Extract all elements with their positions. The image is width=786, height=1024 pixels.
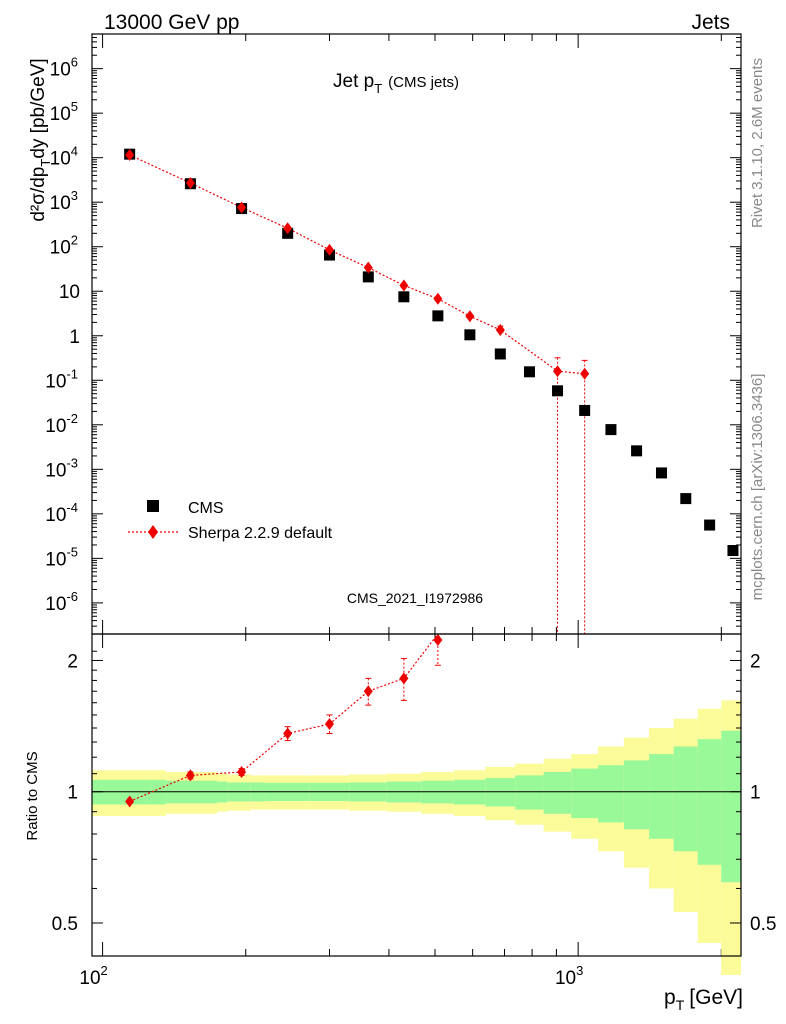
- mcplots-label: mcplots.cern.ch [arXiv:1306.3436]: [749, 374, 766, 601]
- cms-data-point: [362, 271, 374, 283]
- main-plot: 10610510410310210110-110-210-310-410-510…: [45, 33, 742, 989]
- ratio-band-inner: [697, 739, 722, 865]
- ratio-y-tick-label-left: 0.5: [52, 914, 78, 935]
- ratio-band-inner: [571, 768, 599, 819]
- cms-data-point: [398, 291, 410, 303]
- cms-data-point: [655, 467, 667, 479]
- ratio-y-axis-label: Ratio to CMS: [24, 751, 41, 840]
- ratio-plot: 2 2 1 1 0.5 0.5: [52, 633, 776, 975]
- legend: CMS Sherpa 2.2.9 default: [128, 500, 333, 542]
- ratio-mc-point: [324, 717, 334, 730]
- header-right-label: Jets: [691, 11, 730, 34]
- legend-marker-cms: [147, 500, 159, 512]
- cms-data-point: [727, 545, 739, 557]
- cms-data-point: [432, 310, 444, 322]
- ratio-band-inner: [649, 754, 674, 839]
- cms-data-point: [552, 385, 564, 397]
- y-tick-label: 106: [50, 55, 78, 81]
- mc-series-point: [399, 279, 409, 292]
- y-tick-label: 10-4: [45, 500, 78, 526]
- ratio-band-inner: [543, 771, 572, 814]
- main-plot-frame: [91, 33, 742, 635]
- ratio-plot-frame: [91, 633, 742, 957]
- x-tick-label: 103: [555, 963, 583, 989]
- ratio-mc-point: [237, 765, 247, 778]
- ratio-mc-point: [433, 634, 443, 646]
- plot-title: Jet pT (CMS jets): [333, 71, 459, 96]
- y-tick-label: 104: [50, 144, 78, 170]
- x-tick-label: 102: [79, 963, 107, 989]
- cms-data-point: [464, 329, 476, 341]
- rivet-version-label: Rivet 3.1.10, 2.6M events: [749, 58, 766, 228]
- y-tick-label: 10: [59, 282, 80, 303]
- ratio-y-tick-label-right: 2: [750, 651, 761, 672]
- x-axis-label: pT [GeV]: [664, 986, 743, 1013]
- ratio-mc-point: [399, 672, 409, 685]
- ratio-band-inner: [515, 775, 544, 810]
- ratio-band-inner: [721, 730, 741, 883]
- mc-series-point: [185, 176, 195, 189]
- mc-series-point: [553, 365, 563, 378]
- legend-marker-sherpa: [148, 525, 158, 539]
- mc-series-point: [237, 201, 247, 214]
- ratio-band-inner: [623, 760, 650, 830]
- mc-series-point: [495, 323, 505, 336]
- cms-data-point: [704, 519, 716, 531]
- y-axis-label: d²σ/dpTdy [pb/GeV]: [28, 58, 53, 221]
- ratio-band-inner: [673, 746, 698, 852]
- ratio-mc-point: [185, 769, 195, 782]
- y-tick-label: 10-6: [45, 589, 78, 615]
- mc-series-point: [324, 243, 334, 256]
- legend-label-cms: CMS: [188, 500, 224, 517]
- ratio-mc-point: [283, 727, 293, 740]
- y-tick-label: 102: [50, 233, 78, 259]
- cms-data-point: [494, 348, 506, 360]
- mc-series-point: [433, 292, 443, 305]
- y-tick-label: 105: [50, 99, 78, 125]
- header-left-label: 13000 GeV pp: [104, 11, 239, 34]
- analysis-watermark: CMS_2021_I1972986: [347, 590, 483, 606]
- mc-series-point: [125, 148, 135, 161]
- ratio-y-tick-label-left: 1: [67, 783, 78, 804]
- ratio-y-tick-label-right: 1: [750, 783, 761, 804]
- ratio-band-inner: [598, 765, 624, 823]
- ratio-y-tick-label-left: 2: [67, 651, 78, 672]
- ratio-mc-point: [125, 795, 135, 808]
- cms-data-point: [631, 445, 643, 457]
- y-tick-label: 1: [69, 327, 80, 348]
- mc-series-point: [465, 310, 475, 323]
- cms-data-point: [680, 493, 692, 505]
- cms-data-point: [523, 366, 535, 378]
- y-tick-label: 10-3: [45, 455, 78, 481]
- cms-data-point: [579, 404, 591, 416]
- mc-series-point: [363, 261, 373, 274]
- mc-series-point: [283, 222, 293, 235]
- y-tick-label: 10-1: [45, 366, 78, 392]
- cms-data-point: [605, 424, 617, 436]
- y-tick-label: 10-2: [45, 411, 78, 437]
- mc-series-line: [129, 154, 585, 375]
- ratio-band-inner: [485, 778, 516, 807]
- mc-series-point: [580, 367, 590, 380]
- y-tick-label: 10-5: [45, 544, 78, 570]
- ratio-mc-point: [363, 685, 373, 698]
- legend-label-sherpa: Sherpa 2.2.9 default: [188, 525, 333, 542]
- y-tick-label: 103: [50, 188, 78, 214]
- ratio-y-tick-label-right: 0.5: [750, 914, 776, 935]
